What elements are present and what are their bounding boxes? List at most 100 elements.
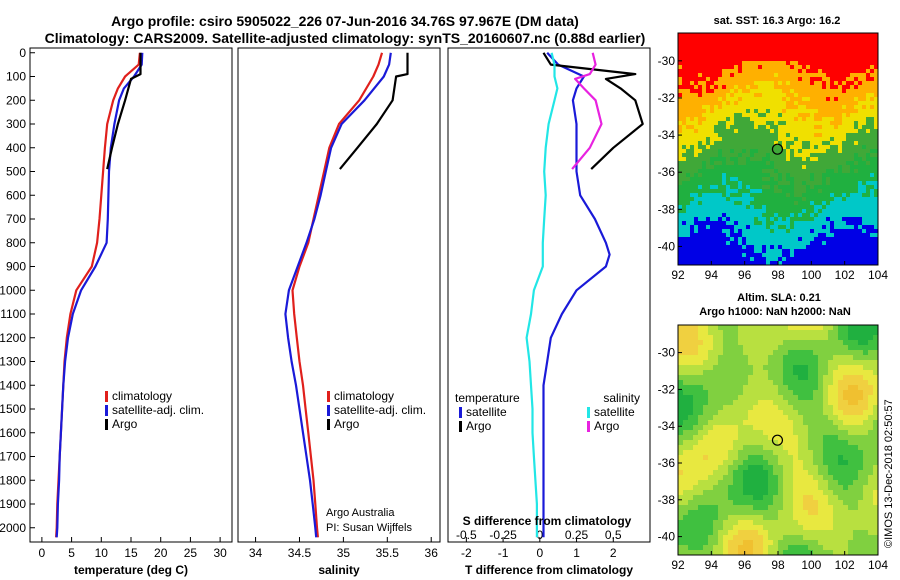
sst-cell bbox=[762, 77, 767, 82]
sst-cell bbox=[870, 217, 875, 222]
sst-cell bbox=[874, 141, 879, 146]
sst-cell bbox=[874, 193, 879, 198]
sst-cell bbox=[706, 221, 711, 226]
sst-cell bbox=[758, 89, 763, 94]
sst-cell bbox=[678, 197, 683, 202]
sst-cell bbox=[730, 249, 735, 254]
sst-cell bbox=[810, 57, 815, 62]
sst-cell bbox=[798, 117, 803, 122]
sla-cell bbox=[783, 455, 789, 461]
legend-swatch bbox=[459, 407, 462, 418]
sst-cell bbox=[854, 201, 859, 206]
sst-cell bbox=[758, 181, 763, 186]
sst-cell bbox=[750, 189, 755, 194]
sst-cell bbox=[754, 145, 759, 150]
sla-cell bbox=[678, 540, 684, 546]
sst-cell bbox=[794, 177, 799, 182]
sla-cell bbox=[778, 485, 784, 491]
sla-row bbox=[678, 535, 879, 541]
sst-cell bbox=[734, 113, 739, 118]
sst-row bbox=[678, 177, 879, 182]
sla-row bbox=[678, 500, 879, 506]
sst-cell bbox=[710, 117, 715, 122]
sst-cell bbox=[718, 249, 723, 254]
sst-cell bbox=[698, 117, 703, 122]
sla-cell bbox=[798, 410, 804, 416]
sla-cell bbox=[763, 420, 769, 426]
sla-cell bbox=[778, 440, 784, 446]
sst-cell bbox=[778, 109, 783, 114]
sst-cell bbox=[738, 37, 743, 42]
sst-cell bbox=[834, 121, 839, 126]
sst-cell bbox=[766, 177, 771, 182]
sla-cell bbox=[753, 495, 759, 501]
sst-cell bbox=[694, 53, 699, 58]
sst-cell bbox=[750, 65, 755, 70]
sst-cell bbox=[838, 121, 843, 126]
sst-cell bbox=[838, 249, 843, 254]
sst-cell bbox=[874, 53, 879, 58]
sla-cell bbox=[708, 340, 714, 346]
sla-cell bbox=[823, 455, 829, 461]
sst-cell bbox=[778, 225, 783, 230]
sst-cell bbox=[710, 189, 715, 194]
sla-cell bbox=[803, 465, 809, 471]
sst-cell bbox=[850, 89, 855, 94]
sla-cell bbox=[863, 420, 869, 426]
sla-cell bbox=[773, 460, 779, 466]
sst-cell bbox=[702, 149, 707, 154]
sst-cell bbox=[770, 213, 775, 218]
sla-cell bbox=[778, 405, 784, 411]
sla-cell bbox=[713, 460, 719, 466]
sst-cell bbox=[698, 149, 703, 154]
sst-cell bbox=[690, 121, 695, 126]
sla-cell bbox=[713, 340, 719, 346]
sst-cell bbox=[722, 229, 727, 234]
sla-cell bbox=[838, 370, 844, 376]
sst-cell bbox=[870, 249, 875, 254]
sla-cell bbox=[708, 515, 714, 521]
sst-cell bbox=[806, 213, 811, 218]
sla-cell bbox=[793, 490, 799, 496]
sst-cell bbox=[718, 245, 723, 250]
sst-cell bbox=[822, 193, 827, 198]
sst-cell bbox=[710, 101, 715, 106]
sla-cell bbox=[773, 440, 779, 446]
sla-cell bbox=[763, 520, 769, 526]
sla-cell bbox=[788, 335, 794, 341]
sla-cell bbox=[813, 355, 819, 361]
sst-cell bbox=[754, 109, 759, 114]
sst-cell bbox=[718, 85, 723, 90]
sla-cell bbox=[843, 390, 849, 396]
sst-cell bbox=[798, 189, 803, 194]
sla-cell bbox=[808, 470, 814, 476]
sst-cell bbox=[678, 137, 683, 142]
sst-cell bbox=[846, 197, 851, 202]
sst-cell bbox=[754, 105, 759, 110]
sla-cell bbox=[843, 355, 849, 361]
sst-cell bbox=[690, 157, 695, 162]
sla-cell bbox=[708, 400, 714, 406]
sst-cell bbox=[758, 73, 763, 78]
sst-cell bbox=[838, 145, 843, 150]
sst-cell bbox=[798, 133, 803, 138]
sla-cell bbox=[768, 495, 774, 501]
sst-cell bbox=[714, 201, 719, 206]
sst-cell bbox=[686, 101, 691, 106]
sst-cell bbox=[690, 205, 695, 210]
sst-cell bbox=[730, 121, 735, 126]
sst-row bbox=[678, 49, 879, 54]
sst-cell bbox=[782, 109, 787, 114]
sla-cell bbox=[708, 395, 714, 401]
sst-cell bbox=[754, 125, 759, 130]
sla-cell bbox=[843, 465, 849, 471]
sla-cell bbox=[733, 440, 739, 446]
sst-cell bbox=[690, 237, 695, 242]
sst-cell bbox=[822, 33, 827, 38]
sla-cell bbox=[758, 455, 764, 461]
difference-plot-frame bbox=[447, 47, 651, 543]
sst-cell bbox=[702, 225, 707, 230]
sla-cell bbox=[718, 460, 724, 466]
sst-cell bbox=[810, 69, 815, 74]
sla-cell bbox=[823, 350, 829, 356]
